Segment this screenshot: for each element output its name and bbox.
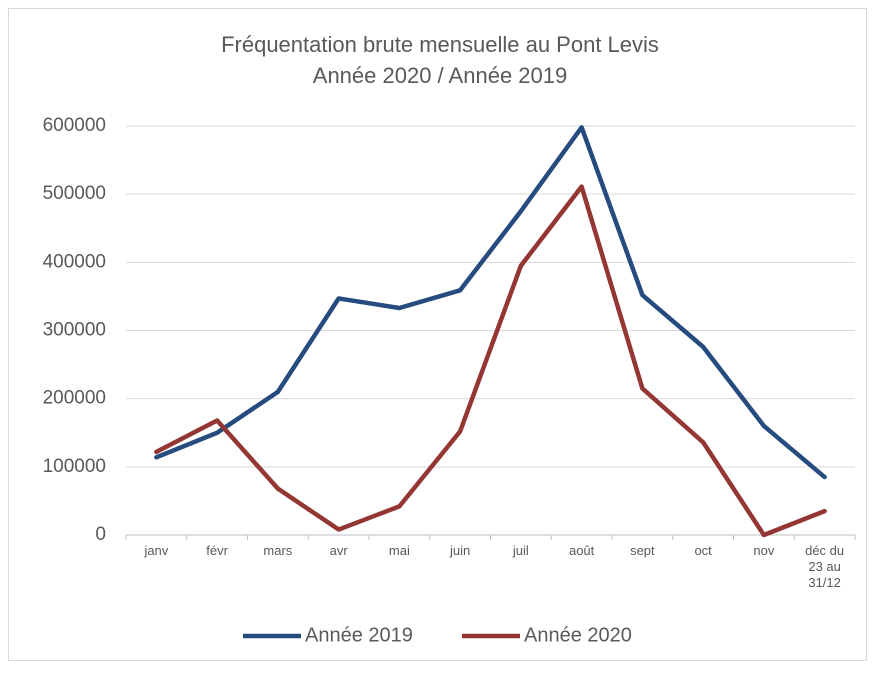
y-tick-label: 200000 <box>43 388 106 409</box>
x-tick-label: juil <box>512 543 529 558</box>
x-tick-label-box: sept <box>630 543 655 558</box>
x-tick-label-box: oct <box>694 543 712 558</box>
x-tick-label: mai <box>388 543 410 558</box>
x-tick-label: févr <box>206 543 228 558</box>
y-tick-label: 500000 <box>43 183 106 204</box>
line-series <box>154 125 827 480</box>
x-tick-label-box: juil <box>512 543 529 558</box>
x-tick-label: janv <box>144 543 169 558</box>
x-tick-label-box: mai <box>388 543 410 558</box>
x-tick-label: août <box>568 543 595 558</box>
chart-frame <box>8 8 867 661</box>
y-tick-label: 400000 <box>43 251 106 272</box>
y-tick-label: 100000 <box>43 456 106 477</box>
x-tick-label: oct <box>694 543 712 558</box>
x-tick-label-box: juin <box>450 543 471 558</box>
x-tick-label: sept <box>630 543 655 558</box>
x-tick-label: juin <box>450 543 471 558</box>
y-tick-label: 300000 <box>43 320 106 341</box>
chart-subtitle: Année 2020 / Année 2019 <box>313 63 567 88</box>
x-tick-label-box: avr <box>329 543 348 558</box>
x-tick-label-box: août <box>568 543 595 558</box>
x-tick-label: avr <box>329 543 348 558</box>
y-tick-label: 600000 <box>43 115 106 136</box>
y-tick-label: 0 <box>95 524 106 545</box>
x-tick-label: nov <box>753 543 775 558</box>
legend-label: Année 2020 <box>524 624 632 646</box>
x-tick-label-box: nov <box>753 543 775 558</box>
x-tick-label-box: janv <box>144 543 169 558</box>
x-tick-label: déc du 23 au 31/12 <box>805 543 845 590</box>
line-series <box>154 184 827 538</box>
chart-title: Fréquentation brute mensuelle au Pont Le… <box>221 32 659 57</box>
x-tick-label-box: févr <box>206 543 228 558</box>
legend-label: Année 2019 <box>305 624 413 646</box>
x-tick-label-box: déc du 23 au 31/12 <box>805 543 845 590</box>
x-tick-label: mars <box>263 543 293 558</box>
x-tick-label-box: mars <box>263 543 293 558</box>
